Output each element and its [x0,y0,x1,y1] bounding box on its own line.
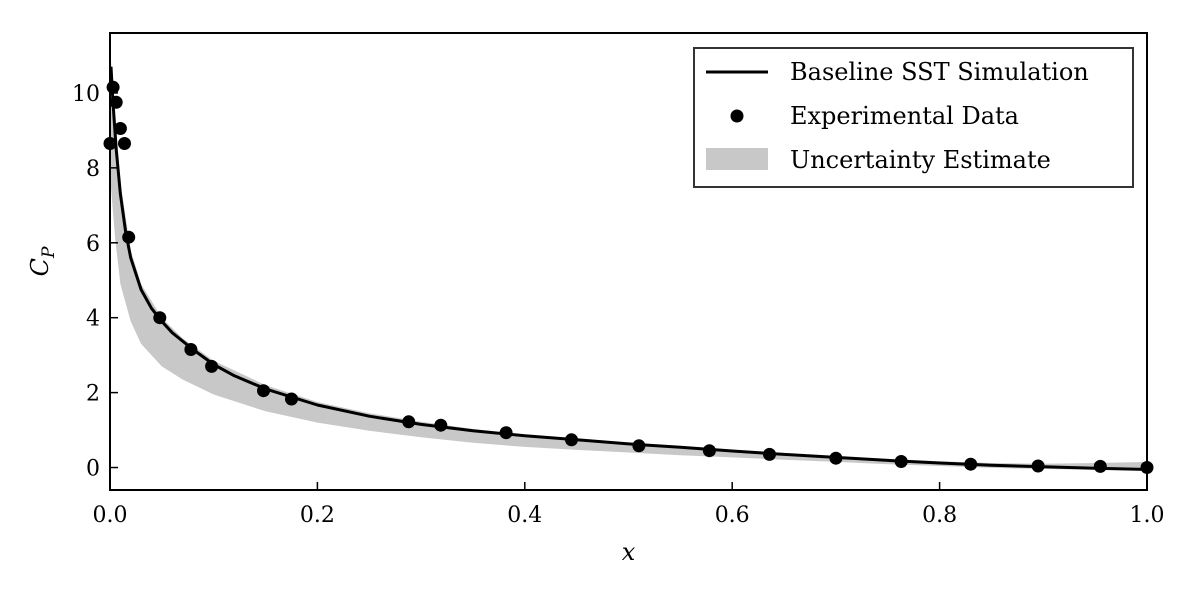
experimental-point [632,439,646,453]
x-tick-label: 0.0 [93,503,128,528]
experimental-point [106,80,120,94]
experimental-point [257,384,270,398]
y-tick-label: 0 [86,457,100,482]
experimental-point [565,433,578,447]
experimental-point [964,457,978,471]
legend-label-uncertainty: Uncertainty Estimate [790,146,1051,174]
legend-label-experimental: Experimental Data [790,102,1019,130]
x-axis-label: x [622,538,636,566]
y-tick-label: 2 [86,382,100,407]
experimental-point [434,418,448,432]
y-axis-label: CP [26,246,59,276]
y-tick-label: 8 [86,157,100,182]
experimental-point [894,455,908,468]
experimental-point [153,311,167,325]
experimental-point [763,447,776,461]
x-tick-label: 0.6 [715,503,750,528]
y-axis-label-subscript: P [39,246,59,259]
y-tick-label: 6 [86,232,100,257]
experimental-point [184,343,198,356]
x-tick-label: 0.4 [507,503,542,528]
y-axis-ticks: 0 2 4 6 8 10 [72,82,118,482]
simulation-line [109,66,1148,471]
experimental-point [1093,459,1107,473]
experimental-point [205,359,219,373]
experimental-point [122,230,136,244]
x-tick-label: 0.2 [300,503,335,528]
experimental-point [1031,459,1045,473]
experimental-point [109,95,123,109]
x-axis-ticks: 0.0 0.2 0.4 0.6 0.8 1.0 [93,482,1165,528]
legend-label-simulation: Baseline SST Simulation [790,58,1089,86]
x-tick-label: 0.8 [922,503,957,528]
legend-swatch-band [706,148,768,170]
experimental-point [702,444,716,458]
experimental-point [113,122,127,135]
experimental-point [829,451,843,465]
experimental-point [118,137,131,150]
experimental-points-layer [103,80,1154,474]
y-tick-label: 10 [72,82,100,107]
x-tick-label: 1.0 [1130,503,1165,528]
legend-swatch-point [730,109,744,123]
experimental-point [499,426,513,440]
plot-frame [109,32,1148,491]
y-tick-label: 4 [86,307,100,332]
experimental-point [402,415,416,429]
legend: Baseline SST Simulation Experimental Dat… [693,47,1134,188]
experimental-point [285,392,298,406]
simulation-line-layer [109,66,1148,471]
